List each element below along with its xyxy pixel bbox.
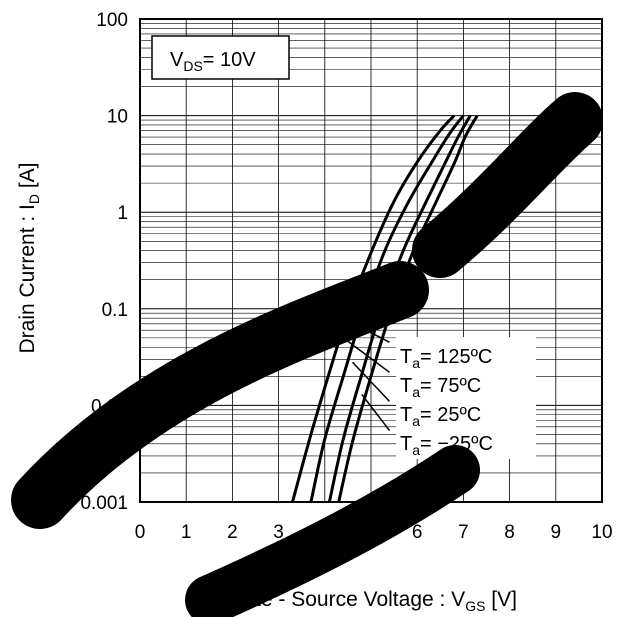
condition-box: VDS= 10V — [151, 35, 290, 80]
x-tick-label: 9 — [551, 522, 562, 543]
x-tick-label: 0 — [135, 522, 146, 543]
series-label-background — [396, 337, 536, 459]
watermark — [11, 92, 603, 617]
series-label: Ta= 25ºC — [400, 404, 481, 429]
y-tick-label: 0.1 — [102, 300, 128, 321]
y-axis-label: Drain Current : ID [A] — [16, 162, 42, 353]
x-tick-label: 7 — [458, 522, 469, 543]
series-line — [309, 114, 465, 503]
x-tick-label: 2 — [227, 522, 238, 543]
x-axis-label: Gate - Source Voltage : VGS [V] — [227, 588, 517, 614]
series-labels: Ta= 125ºC Ta= 75ºC Ta= 25ºC Ta= −25ºC — [396, 337, 536, 459]
series-label: Ta= −25ºC — [400, 433, 493, 458]
x-tick-label: 3 — [273, 522, 284, 543]
leader-line — [361, 393, 391, 431]
x-tick-label: 10 — [591, 522, 612, 543]
series-label: Ta= 125ºC — [400, 346, 492, 371]
series-line — [327, 114, 472, 503]
series-line — [291, 114, 456, 503]
series-label: Ta= 75ºC — [400, 375, 481, 400]
x-tick-label: 8 — [504, 522, 515, 543]
y-tick-label: 10 — [107, 107, 128, 128]
condition-label: VDS= 10V — [170, 49, 256, 74]
leader-line — [351, 361, 391, 402]
y-tick-label: 100 — [96, 10, 128, 31]
y-tick-label: 0.001 — [80, 493, 128, 514]
x-tick-label: 1 — [181, 522, 192, 543]
x-tick-label: 6 — [412, 522, 423, 543]
y-tick-label: 1 — [117, 203, 128, 224]
leader-line — [342, 337, 390, 373]
